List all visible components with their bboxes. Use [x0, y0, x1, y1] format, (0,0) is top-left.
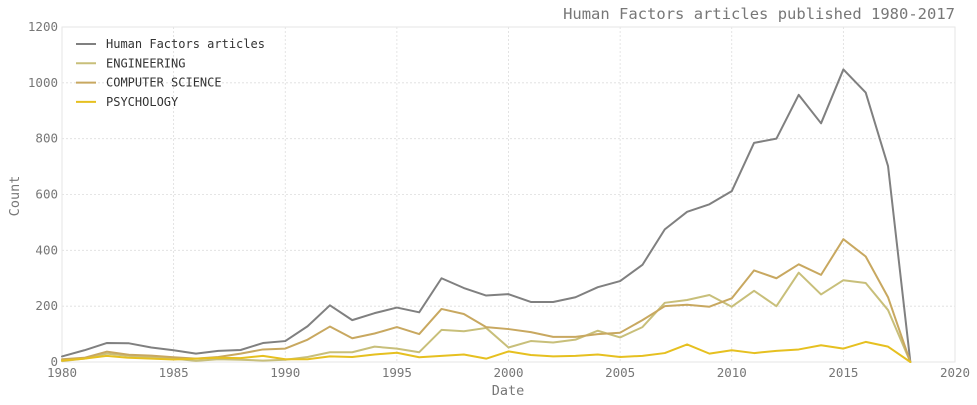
y-tick-label: 600: [35, 187, 58, 202]
plot-frame: [61, 26, 956, 363]
y-tick-label: 1000: [28, 75, 58, 90]
x-tick-label: 2000: [493, 365, 523, 380]
series-line-engineering: [61, 271, 912, 363]
y-tick-labels: 0 200 400 600 800 1000 1200: [28, 19, 58, 369]
legend-label: PSYCHOLOGY: [106, 95, 179, 109]
y-axis-title: Count: [7, 176, 23, 217]
legend-label: Human Factors articles: [106, 37, 265, 51]
legend-item: ENGINEERING: [76, 56, 185, 70]
x-tick-label: 1990: [270, 365, 300, 380]
legend-label: ENGINEERING: [106, 56, 185, 70]
x-tick-labels: 1980 1985 1990 1995 2000 2005 2010 2015 2020: [47, 365, 970, 380]
series-line-psychology: [61, 340, 912, 363]
y-tick-label: 0: [50, 354, 58, 369]
x-axis-title: Date: [492, 383, 525, 399]
y-tick-label: 800: [35, 131, 58, 146]
y-tick-label: 1200: [28, 19, 58, 34]
series-line-human-factors-articles: [61, 68, 912, 363]
plot-border: [61, 26, 956, 363]
x-tick-label: 2005: [605, 365, 635, 380]
x-tick-label: 1985: [159, 365, 189, 380]
chart-title: Human Factors articles published 1980-20…: [563, 5, 955, 23]
legend-label: COMPUTER SCIENCE: [106, 76, 222, 90]
legend-item: PSYCHOLOGY: [76, 95, 179, 109]
x-tick-label: 1995: [382, 365, 412, 380]
y-tick-label: 200: [35, 298, 58, 313]
x-tick-label: 2020: [940, 365, 970, 380]
legend-item: COMPUTER SCIENCE: [76, 76, 222, 90]
x-tick-label: 1980: [47, 365, 77, 380]
x-tick-label: 2015: [828, 365, 858, 380]
series-lines: [61, 68, 912, 363]
legend-item: Human Factors articles: [76, 37, 265, 51]
y-tick-label: 400: [35, 242, 58, 257]
legend: Human Factors articles ENGINEERING COMPUTE…: [76, 37, 265, 109]
series-line-computer-science: [61, 238, 912, 363]
x-tick-label: 2010: [717, 365, 747, 380]
